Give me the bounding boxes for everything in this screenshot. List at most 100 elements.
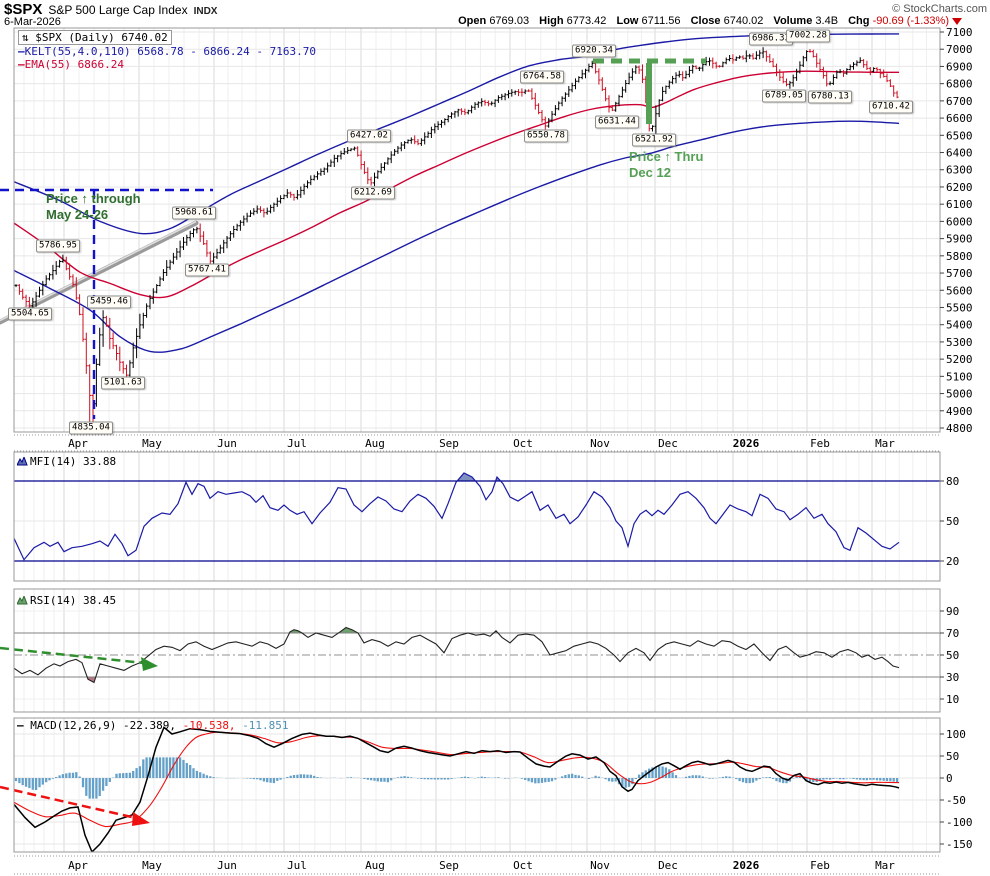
y-axis-label: 6800 bbox=[946, 78, 973, 91]
y-axis-label: 5400 bbox=[946, 319, 973, 332]
x-axis-month-label: 2026 bbox=[733, 437, 760, 450]
x-axis-month-label: Mar bbox=[875, 437, 895, 450]
x-axis-month-label: Nov bbox=[590, 437, 610, 450]
updown-arrows-icon: ⇅ bbox=[22, 31, 29, 44]
macd-trend-arrowhead bbox=[132, 812, 150, 826]
y-axis-label: 5000 bbox=[946, 388, 973, 401]
y-axis-label: 5900 bbox=[946, 233, 973, 246]
close-label: Close bbox=[690, 15, 721, 27]
kelt-legend-text: KELT(55,4.0,110) 6568.78 - 6866.24 - 716… bbox=[24, 45, 317, 58]
high-value: 6773.42 bbox=[566, 15, 607, 27]
y-axis-label: 6200 bbox=[946, 181, 973, 194]
rsi-legend: RSI(14) 38.45 bbox=[16, 594, 117, 608]
x-axis-month-label: Jun bbox=[217, 859, 237, 872]
y-axis-label: -150 bbox=[946, 838, 973, 851]
x-axis-month-label: Dec bbox=[658, 437, 678, 450]
y-axis-label: 4800 bbox=[946, 422, 973, 435]
y-axis-label: 7000 bbox=[946, 43, 973, 56]
x-axis-month-label: Jul bbox=[287, 859, 307, 872]
panel-border bbox=[13, 717, 941, 853]
macd-line-swatch-icon: — bbox=[17, 719, 24, 732]
keltner-lower-band bbox=[14, 120, 900, 353]
price-callout: 6920.34 bbox=[572, 44, 616, 58]
y-axis-label: 4900 bbox=[946, 405, 973, 418]
quote-strip: Open 6769.03 High 6773.42 Low 6711.56 Cl… bbox=[451, 15, 962, 27]
y-axis-label: 30 bbox=[946, 671, 959, 684]
y-axis-label: 6600 bbox=[946, 112, 973, 125]
macd-value-3: -11.851 bbox=[242, 719, 289, 732]
y-axis-label: 6500 bbox=[946, 129, 973, 142]
macd-legend: — MACD(12,26,9) -22.389, -10.538, -11.85… bbox=[17, 719, 289, 732]
y-axis-label: 5800 bbox=[946, 250, 973, 263]
panel-border bbox=[13, 27, 941, 433]
chg-down-arrow-icon bbox=[952, 17, 962, 25]
price-callout: 6521.92 bbox=[632, 133, 676, 147]
x-axis-month-label: Mar bbox=[875, 859, 895, 872]
volume-label: Volume bbox=[773, 15, 813, 27]
x-axis-month-label: Apr bbox=[68, 437, 88, 450]
rsi-mountain-icon bbox=[16, 594, 28, 608]
panel-border bbox=[13, 588, 941, 713]
dec-annotation-line1: Price ↑ Thru bbox=[629, 149, 704, 164]
low-value: 6711.56 bbox=[641, 15, 681, 27]
rsi-label-text: RSI(14) 38.45 bbox=[30, 594, 117, 607]
y-axis-label: 6400 bbox=[946, 147, 973, 160]
macd-label-text: MACD(12,26,9) bbox=[30, 719, 117, 732]
kelt-line-swatch-icon: — bbox=[18, 45, 25, 58]
x-axis-month-label: Apr bbox=[68, 859, 88, 872]
x-axis-month-label: Nov bbox=[590, 859, 610, 872]
y-axis-label: -50 bbox=[946, 794, 966, 807]
ema55-line bbox=[14, 70, 899, 299]
may-breakout-annotation: Price ↑ through May 24-26 bbox=[46, 191, 141, 223]
open-value: 6769.03 bbox=[489, 15, 530, 27]
price-legend: ⇅ $SPX (Daily) 6740.02 —KELT(55,4.0,110)… bbox=[18, 30, 316, 71]
copyright: © StockCharts.com bbox=[892, 3, 987, 15]
price-callout: 5786.95 bbox=[36, 239, 80, 253]
price-callout: 6789.05 bbox=[762, 89, 806, 103]
y-axis-label: 0 bbox=[946, 772, 953, 785]
y-axis-label: 70 bbox=[946, 627, 959, 640]
macd-line bbox=[14, 726, 900, 852]
price-callout: 4835.04 bbox=[69, 421, 113, 435]
x-axis-month-label: May bbox=[142, 859, 162, 872]
y-axis-label: 5700 bbox=[946, 267, 973, 280]
exchange-tag: INDX bbox=[193, 6, 218, 17]
y-axis-label: 50 bbox=[946, 515, 959, 528]
low-label: Low bbox=[616, 15, 639, 27]
rsi-line bbox=[14, 626, 900, 684]
chart-header: $SPX S&P 500 Large Cap Index INDX bbox=[4, 1, 217, 19]
macd-value-2: -10.538, bbox=[182, 719, 236, 732]
chg-label: Chg bbox=[848, 15, 870, 27]
price-callout: 6631.44 bbox=[595, 115, 639, 129]
x-axis-month-label: Jul bbox=[287, 437, 307, 450]
symbol-name: S&P 500 Large Cap Index bbox=[48, 3, 188, 17]
y-axis-label: 50 bbox=[946, 750, 959, 763]
y-axis-label: 20 bbox=[946, 555, 959, 568]
open-label: Open bbox=[458, 15, 487, 27]
candles-down bbox=[17, 49, 899, 423]
mfi-label-text: MFI(14) 33.88 bbox=[30, 455, 117, 468]
y-axis-label: 100 bbox=[946, 728, 966, 741]
x-axis-month-label: Sep bbox=[439, 437, 459, 450]
y-axis-label: -100 bbox=[946, 816, 973, 829]
x-axis-month-label: Aug bbox=[365, 859, 385, 872]
dec-breakout-annotation: Price ↑ Thru Dec 12 bbox=[629, 149, 703, 181]
x-axis-month-label: May bbox=[142, 437, 162, 450]
panel-border bbox=[13, 451, 941, 582]
price-callout: 6764.58 bbox=[520, 70, 564, 84]
may-annotation-line1: Price ↑ through bbox=[46, 191, 141, 206]
close-value: 6740.02 bbox=[723, 15, 764, 27]
y-axis-label: 90 bbox=[946, 605, 959, 618]
price-legend-text: $SPX (Daily) 6740.02 bbox=[35, 31, 168, 44]
dec-annotation-line2: Dec 12 bbox=[629, 165, 671, 180]
price-callout: 5459.46 bbox=[87, 295, 131, 309]
price-callout: 6550.78 bbox=[524, 129, 568, 143]
price-callout: 7002.28 bbox=[786, 29, 830, 43]
high-label: High bbox=[539, 15, 564, 27]
y-axis-label: 6300 bbox=[946, 164, 973, 177]
chart-date: 6-Mar-2026 bbox=[4, 16, 61, 28]
macd-value-1: -22.389, bbox=[122, 719, 176, 732]
symbol: $SPX bbox=[4, 1, 43, 18]
price-callout: 6780.13 bbox=[808, 90, 852, 104]
